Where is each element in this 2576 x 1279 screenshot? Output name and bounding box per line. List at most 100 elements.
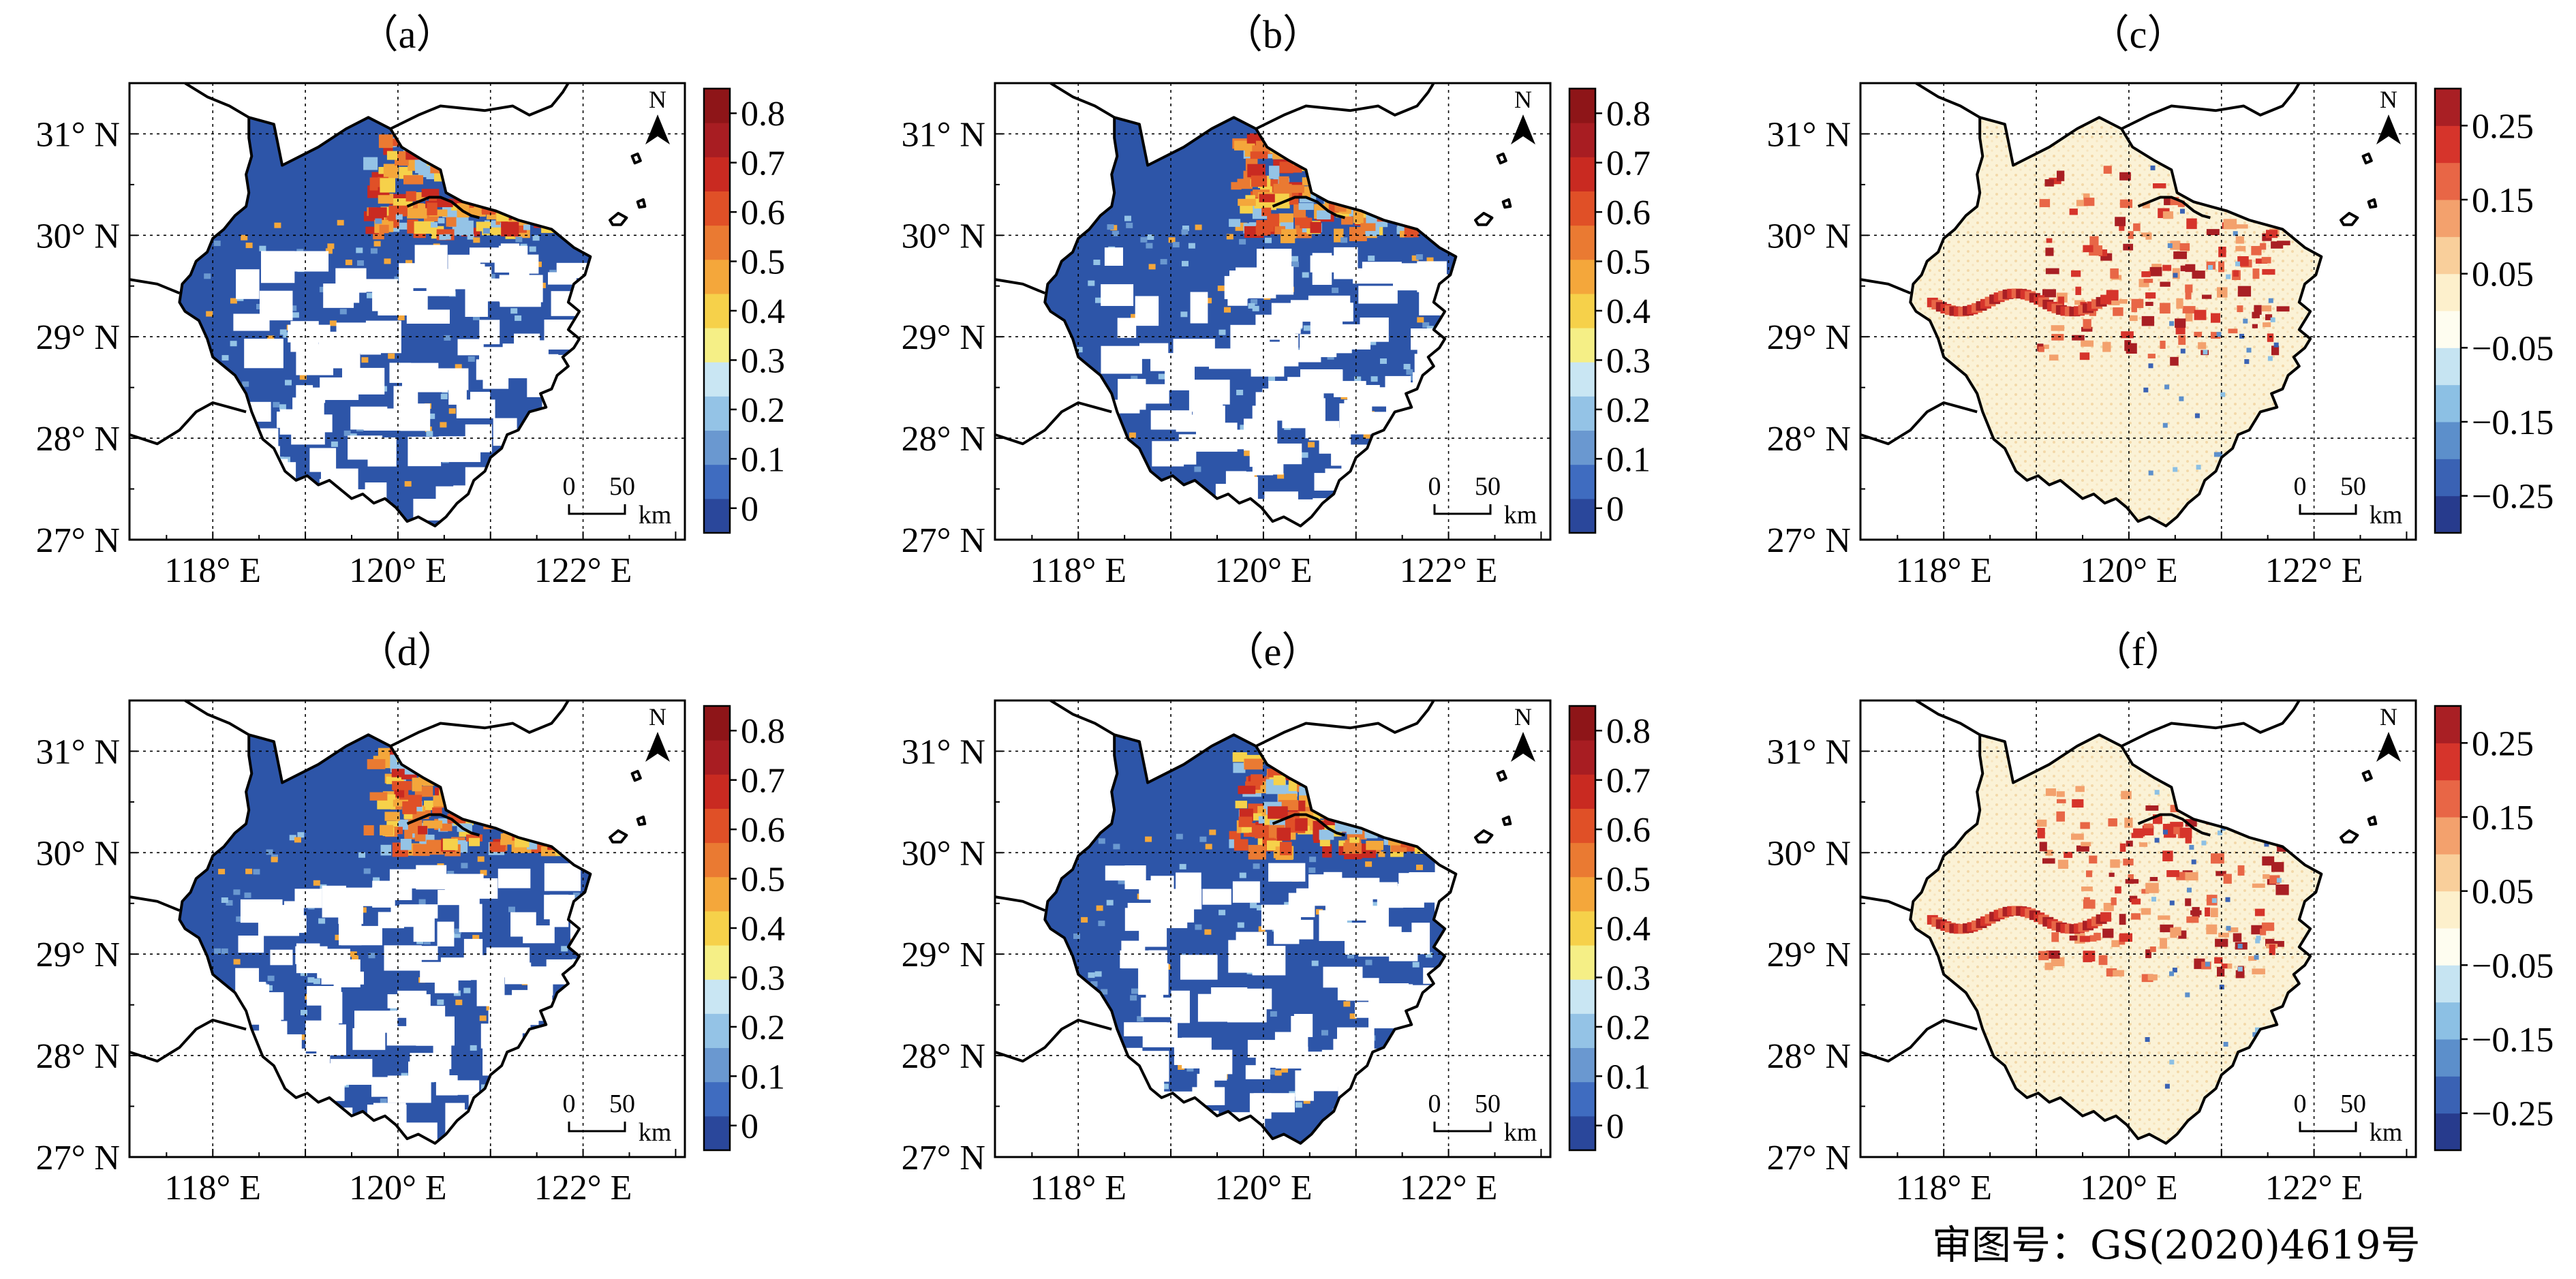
colorbar-swatch [2435,384,2461,422]
lon-tick-label: 120° E [349,551,447,590]
lon-tick-label: 120° E [1214,551,1313,590]
colorbar-tick-label: 0.8 [1606,95,1651,134]
map-approval-number: 审图号：GS(2020)4619号 [1932,1222,2421,1268]
colorbar-swatch [1569,740,1595,775]
colorbar-swatch [2435,125,2461,164]
colorbar-swatch [1569,259,1595,294]
scale-bar-fifty: 50 [2340,472,2366,501]
colorbar-swatch [2435,273,2461,311]
map-panel-c: （c） 118° E 120° E 122° E 31° N 30° N 29° N 28° … [1767,12,2554,590]
colorbar-swatch [704,396,730,431]
lon-tick-label: 120° E [2080,1169,2178,1207]
colorbar-tick-label: 0.8 [741,712,785,751]
lat-tick-label: 29° N [1767,318,1851,357]
colorbar-swatch [1569,1115,1595,1151]
lat-tick-label: 27° N [36,521,120,560]
panel-label: （a） [359,12,456,57]
colorbar-tick-label: 0.25 [2472,107,2534,146]
colorbar-swatch [2435,495,2461,534]
colorbar-swatch [1569,293,1595,328]
colorbar-swatch [704,910,730,946]
colorbar-swatch [1569,945,1595,980]
colorbar-tick-label: −0.05 [2472,329,2554,368]
colorbar-swatch [2435,200,2461,237]
colorbar-swatch [2435,817,2461,854]
colorbar-swatch [704,1081,730,1117]
colorbar-swatch [704,1013,730,1049]
colorbar-swatch [2435,459,2461,497]
lat-tick-label: 27° N [902,1139,985,1177]
north-arrow-label: N [2380,703,2397,730]
colorbar-swatch [1569,498,1595,534]
colorbar-tick-label: 0.8 [1606,712,1651,751]
lat-tick-label: 31° N [1767,733,1851,771]
colorbar-swatch [704,328,730,363]
scale-bar-fifty: 50 [2340,1090,2366,1118]
colorbar-tick-label: 0.05 [2472,256,2534,294]
north-arrow-icon [645,732,670,762]
colorbar-swatch [704,979,730,1014]
colorbar-swatch [1569,123,1595,157]
colorbar: 0.25 0.15 0.05 −0.05 −0.15 −0.25 [2434,87,2554,534]
panel-label: （e） [1225,630,1321,674]
colorbar-swatch [704,157,730,191]
colorbar-swatch [704,464,730,499]
colorbar-swatch [2435,422,2461,459]
scale-bar-zero: 0 [2294,1090,2307,1118]
north-arrow-label: N [649,703,666,730]
scale-bar-zero: 0 [563,1090,576,1118]
colorbar-tick-label: 0.15 [2472,181,2534,220]
map-frame [1859,699,2417,1158]
colorbar-tick-label: 0.5 [1606,243,1651,282]
colorbar-tick-label: 0.7 [741,144,785,183]
lat-tick-label: 30° N [36,834,120,873]
scale-bar-unit: km [639,1118,672,1147]
colorbar-tick-label: 0.4 [741,910,785,949]
colorbar-swatch [1569,328,1595,363]
colorbar-tick-label: 0.6 [1606,194,1651,232]
graticule [129,700,685,1157]
colorbar-swatch [704,498,730,534]
colorbar-tick-label: 0.1 [741,1058,785,1096]
colorbar-swatch [704,876,730,912]
colorbar-swatch [1569,1047,1595,1083]
lat-tick-label: 28° N [1767,1037,1851,1076]
lon-tick-label: 118° E [164,551,261,590]
colorbar-swatch [2435,236,2461,275]
colorbar-tick-label: 0.4 [741,292,785,331]
scale-bar-fifty: 50 [609,472,635,501]
scale-bar [568,1122,626,1132]
colorbar-tick-label: 0.5 [1606,861,1651,899]
colorbar-tick-label: 0.7 [1606,762,1651,801]
colorbar-tick-label: 0.3 [1606,341,1651,380]
scale-bar-zero: 0 [1428,1090,1441,1118]
scale-bar-fifty: 50 [609,1090,635,1118]
colorbar-tick-label: 0.2 [1606,391,1651,430]
graticule [129,83,685,540]
colorbar: 0.25 0.15 0.05 −0.05 −0.15 −0.25 [2434,705,2554,1152]
colorbar-swatch [2435,706,2461,743]
lat-tick-label: 29° N [902,936,985,974]
scale-bar [2299,504,2357,515]
lat-tick-label: 30° N [1767,834,1851,873]
scale-bar [568,504,626,515]
colorbar-tick-label: −0.25 [2472,478,2554,517]
north-arrow-label: N [649,86,666,113]
graticule [1860,700,2416,1157]
lat-tick-label: 31° N [902,733,985,771]
lat-tick-label: 28° N [36,1037,120,1076]
colorbar-tick-label: 0.7 [741,762,785,801]
colorbar-swatch [2435,780,2461,818]
colorbar-swatch [1569,706,1595,741]
colorbar-swatch [2435,1076,2461,1114]
colorbar-swatch [704,1047,730,1083]
lat-tick-label: 30° N [902,217,985,256]
colorbar-tick-label: −0.15 [2472,1021,2554,1060]
colorbar-swatch [2435,162,2461,200]
colorbar-tick-label: 0.4 [1606,910,1651,949]
colorbar-tick-label: 0.6 [741,811,785,850]
colorbar-tick-label: 0.05 [2472,873,2534,912]
colorbar-swatch [704,842,730,878]
colorbar-swatch [704,293,730,328]
